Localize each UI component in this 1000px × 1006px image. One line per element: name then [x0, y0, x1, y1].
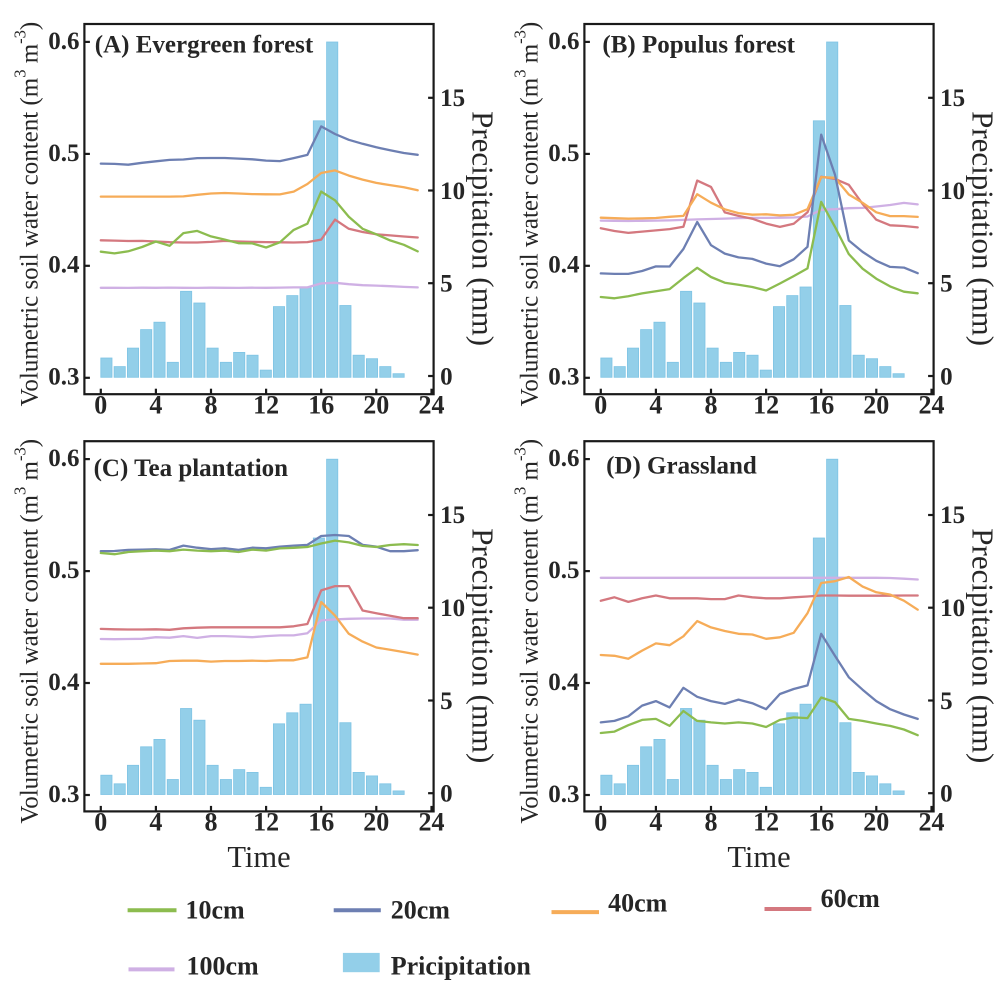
svg-text:12: 12	[253, 808, 279, 837]
svg-text:0.4: 0.4	[48, 669, 80, 696]
svg-text:5: 5	[440, 688, 453, 715]
svg-text:(B) Populus forest: (B) Populus forest	[602, 31, 795, 58]
svg-text:15: 15	[940, 85, 965, 112]
svg-text:0.5: 0.5	[48, 557, 79, 584]
svg-text:0: 0	[440, 363, 453, 390]
svg-text:4: 4	[149, 808, 162, 837]
svg-text:0: 0	[594, 808, 607, 837]
svg-text:0.3: 0.3	[48, 364, 79, 391]
svg-text:0.3: 0.3	[48, 781, 79, 808]
svg-text:8: 8	[205, 390, 218, 419]
svg-text:0.6: 0.6	[48, 445, 79, 472]
svg-text:16: 16	[808, 390, 834, 419]
svg-text:8: 8	[705, 390, 718, 419]
svg-text:Precipitation (mm): Precipitation (mm)	[966, 528, 1000, 763]
svg-text:20: 20	[863, 808, 889, 837]
svg-text:0: 0	[940, 363, 953, 390]
svg-text:10: 10	[440, 595, 465, 622]
svg-text:0.6: 0.6	[548, 28, 579, 55]
svg-text:0.5: 0.5	[48, 140, 79, 167]
svg-text:15: 15	[440, 502, 465, 529]
svg-text:20: 20	[363, 390, 389, 419]
svg-text:20: 20	[363, 808, 389, 837]
svg-text:4: 4	[649, 808, 662, 837]
svg-text:16: 16	[808, 808, 834, 837]
svg-text:20cm: 20cm	[391, 896, 451, 925]
svg-text:15: 15	[440, 85, 465, 112]
svg-text:24: 24	[419, 808, 445, 837]
svg-text:10cm: 10cm	[186, 896, 246, 925]
svg-text:10: 10	[940, 178, 965, 205]
svg-text:Precipitation (mm): Precipitation (mm)	[966, 111, 1000, 346]
svg-text:0.3: 0.3	[548, 781, 579, 808]
svg-text:0.4: 0.4	[548, 252, 580, 279]
svg-text:(A) Evergreen forest: (A) Evergreen forest	[95, 32, 314, 59]
svg-text:0.4: 0.4	[48, 252, 80, 279]
svg-text:5: 5	[440, 271, 453, 298]
svg-text:0: 0	[440, 781, 453, 808]
svg-text:10: 10	[440, 178, 465, 205]
svg-text:Time: Time	[727, 840, 790, 874]
svg-text:0: 0	[94, 390, 107, 419]
svg-text:12: 12	[753, 390, 779, 419]
svg-text:40cm: 40cm	[608, 889, 668, 918]
svg-text:8: 8	[705, 808, 718, 837]
svg-text:(D) Grassland: (D) Grassland	[606, 453, 757, 480]
svg-text:0.3: 0.3	[548, 364, 579, 391]
svg-text:Volumetric soil water content: Volumetric soil water content (m3 m-3)	[511, 439, 544, 824]
svg-text:100cm: 100cm	[187, 952, 260, 981]
svg-text:4: 4	[649, 390, 662, 419]
svg-text:5: 5	[940, 271, 953, 298]
svg-text:60cm: 60cm	[821, 884, 881, 913]
svg-text:0: 0	[94, 808, 107, 837]
svg-text:12: 12	[253, 390, 279, 419]
svg-text:Volumetric soil water content: Volumetric soil water content (m3 m-3)	[11, 439, 44, 824]
svg-text:12: 12	[753, 808, 779, 837]
svg-text:5: 5	[940, 688, 953, 715]
svg-text:0.5: 0.5	[548, 140, 579, 167]
svg-text:16: 16	[308, 390, 334, 419]
svg-text:Time: Time	[227, 840, 290, 874]
svg-text:Precipitation (mm): Precipitation (mm)	[466, 528, 501, 763]
svg-text:8: 8	[205, 808, 218, 837]
svg-text:0: 0	[594, 390, 607, 419]
svg-text:Precipitation (mm): Precipitation (mm)	[466, 111, 501, 346]
svg-text:Pricipitation: Pricipitation	[391, 952, 532, 981]
svg-text:20: 20	[863, 390, 889, 419]
svg-text:16: 16	[308, 808, 334, 837]
svg-text:10: 10	[940, 595, 965, 622]
svg-text:(C) Tea plantation: (C) Tea plantation	[94, 455, 289, 482]
svg-text:24: 24	[919, 390, 945, 419]
svg-text:24: 24	[919, 808, 945, 837]
svg-text:Volumetric soil water content: Volumetric soil water content (m3 m-3)	[511, 22, 544, 407]
svg-text:0.4: 0.4	[548, 669, 580, 696]
svg-text:0.5: 0.5	[548, 557, 579, 584]
svg-text:Volumetric soil water content: Volumetric soil water content (m3 m-3)	[11, 22, 44, 407]
svg-text:15: 15	[940, 502, 965, 529]
svg-text:0: 0	[940, 781, 953, 808]
svg-text:0.6: 0.6	[548, 445, 579, 472]
svg-text:4: 4	[149, 390, 162, 419]
svg-text:0.6: 0.6	[48, 28, 79, 55]
svg-text:24: 24	[419, 390, 445, 419]
